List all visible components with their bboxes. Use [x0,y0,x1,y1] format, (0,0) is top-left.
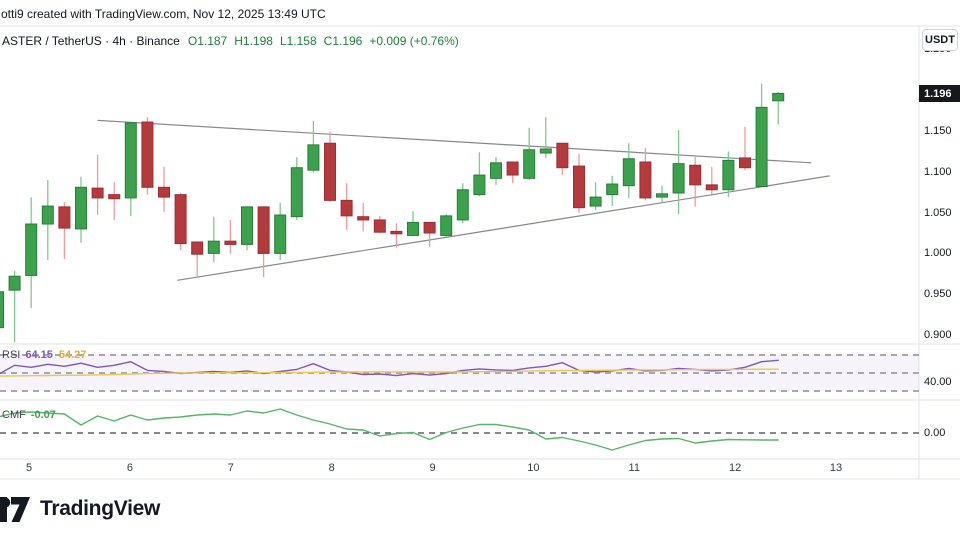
candle-up [407,221,419,236]
candle-down [689,164,702,186]
time-tick-label: 5 [25,462,33,474]
candle-down [257,206,270,254]
candle-down [108,194,121,200]
last-price-badge: 1.196 [919,85,960,102]
candle-up [473,174,486,196]
price-tick-label: 1.050 [924,206,952,219]
price-tick-label: 1.150 [924,125,952,137]
candle-up [307,144,320,171]
candle-up [722,159,735,191]
candle-up [290,167,303,218]
candle-up [75,186,87,230]
candle-down [705,184,718,191]
candle-up [622,158,635,187]
price-tick-label: 0.900 [924,329,952,341]
candle-down [324,142,336,201]
candle-down [174,194,187,245]
time-tick-label: 10 [527,462,540,474]
candle-down [141,121,154,188]
candle-up [523,149,536,179]
trendline [177,175,830,281]
time-tick-label: 13 [829,462,843,474]
candle-up [0,291,4,329]
time-tick-label: 6 [126,462,133,474]
candle-down [340,199,353,217]
candle-down [556,142,569,169]
price-tick-label: 1.000 [924,247,952,260]
tradingview-wordmark: TradingView [40,497,161,520]
candle-up [606,183,619,196]
time-tick-label: 7 [227,462,234,474]
candle-up [772,92,785,102]
candle-down [506,161,519,176]
candle-up [8,275,21,291]
candle-up [241,206,253,245]
time-tick-label: 8 [328,462,335,474]
candle-down [639,161,652,199]
tradingview-logo[interactable]: TradingView [0,489,160,529]
candle-up [41,205,54,225]
candles [0,83,785,343]
time-tick-label: 9 [429,462,436,474]
candle-down [739,157,751,169]
cmf-line [0,408,779,451]
candle-up [589,196,602,207]
rsi-ma-line [0,368,779,377]
price-tick-label: 0.950 [924,288,952,301]
candle-up [672,163,685,194]
rsi-axis-tick: 40.00 [924,376,952,388]
candle-down [390,230,403,235]
candle-up [440,215,453,236]
candle-down [373,219,386,233]
cmf-axis-tick: 0.00 [924,427,946,439]
price-tick-label: 1.100 [924,165,952,178]
candle-up [207,240,220,254]
candle-down [224,240,237,245]
candle-up [456,189,469,221]
candle-down [91,187,104,199]
candle-up [656,193,668,198]
candle-up [539,148,552,154]
candle-down [158,186,170,198]
currency-toggle-button[interactable]: USDT [922,29,958,51]
rsi-line [0,359,779,377]
candle-up [25,223,38,276]
candle-down [357,216,370,221]
candle-down [58,206,71,229]
candle-up [490,162,502,179]
candle-down [423,221,436,234]
candle-up [274,214,287,254]
time-tick-label: 11 [628,462,640,474]
candle-down [191,241,204,255]
candle-down [573,165,585,209]
trendline [97,119,812,164]
candle-up [124,122,137,199]
tradingview-logo-icon [0,496,30,522]
time-tick-label: 12 [729,462,742,474]
candle-up [755,106,768,187]
